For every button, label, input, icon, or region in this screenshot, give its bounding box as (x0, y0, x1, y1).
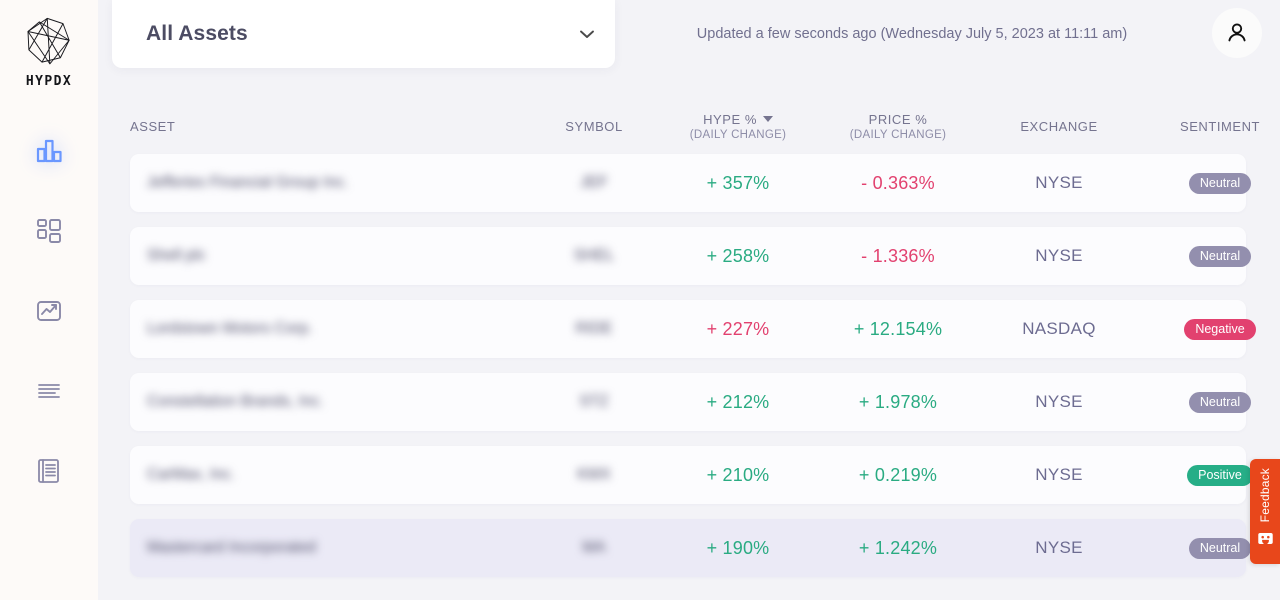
sidebar-item-widgets[interactable] (21, 203, 77, 259)
row-symbol: STZ (579, 393, 609, 410)
last-updated-text: Updated a few seconds ago (Wednesday Jul… (696, 26, 1128, 42)
column-header-hype[interactable]: HYPE % (DAILY CHANGE) (689, 111, 787, 141)
document-text-icon (38, 459, 59, 483)
brand-logo[interactable]: HYPDX (21, 14, 77, 89)
row-hype-pct: + 227% (706, 318, 770, 339)
table-row[interactable]: CarMax, Inc. KMX + 210% + 0.219% NYSE Positiv… (130, 446, 1253, 504)
row-symbol: SHEL (573, 247, 615, 264)
row-exchange: NYSE (1035, 173, 1083, 192)
row-symbol: KMX (577, 466, 611, 483)
column-header-symbol: SYMBOL (565, 118, 623, 134)
column-header-price[interactable]: PRICE % (DAILY CHANGE) (849, 111, 947, 141)
feedback-label: Feedback (1258, 468, 1272, 523)
avatar[interactable] (1212, 8, 1262, 58)
sidebar-item-dashboard[interactable] (21, 123, 77, 179)
table-column-headers: ASSET SYMBOL HYPE % (DAILY CHANGE) PRICE… (98, 98, 1280, 154)
row-sentiment: Neutral (1140, 172, 1280, 195)
row-exchange: NYSE (1035, 246, 1083, 265)
brand-wordmark: HYPDX (25, 74, 73, 89)
row-sentiment: Neutral (1140, 537, 1280, 560)
chevron-down-icon (580, 30, 594, 38)
assets-table: ASSET SYMBOL HYPE % (DAILY CHANGE) PRICE… (98, 98, 1280, 600)
status-badge: Neutral (1188, 172, 1252, 195)
row-hype-pct: + 258% (706, 245, 770, 266)
polygon-network-logo-icon (27, 17, 70, 65)
topbar: All Assets Updated a few seconds ago (We… (98, 0, 1280, 98)
sidebar-nav (0, 123, 98, 523)
status-badge: Neutral (1188, 391, 1252, 414)
row-symbol: RIDE (575, 320, 613, 337)
row-price-pct: - 0.363% (861, 172, 935, 193)
user-person-icon (1228, 23, 1246, 42)
row-price-pct: - 1.336% (861, 245, 935, 266)
row-sentiment: Neutral (1140, 391, 1280, 414)
row-exchange: NASDAQ (1022, 319, 1096, 338)
row-hype-pct: + 190% (706, 537, 770, 558)
row-symbol: MA (582, 539, 606, 556)
feedback-tab[interactable]: Feedback (1250, 459, 1280, 564)
bar-chart-icon (36, 139, 62, 163)
asset-filter-label: All Assets (146, 22, 248, 45)
row-price-pct: + 12.154% (853, 318, 943, 339)
column-header-exchange[interactable]: EXCHANGE (1020, 118, 1098, 134)
table-row[interactable]: Lordstown Motors Corp. RIDE + 227% + 12.154… (130, 300, 1256, 358)
table-row[interactable]: Mastercard Incorporated MA + 190% + 1.242% N… (130, 519, 1252, 577)
sidebar: HYPDX (0, 0, 98, 600)
row-hype-pct: + 210% (706, 464, 770, 485)
row-sentiment: Positive (1140, 464, 1280, 487)
row-exchange: NYSE (1035, 538, 1083, 557)
grid-layout-icon (37, 219, 61, 243)
column-header-asset: ASSET (130, 118, 176, 134)
row-hype-pct: + 357% (706, 172, 770, 193)
sidebar-item-trends[interactable] (21, 283, 77, 339)
row-sentiment: Neutral (1140, 245, 1280, 268)
column-header-sentiment[interactable]: SENTIMENT (1179, 118, 1261, 134)
row-hype-pct: + 212% (706, 391, 770, 412)
table-row[interactable]: Jefferies Financial Group Inc. JEF + 357% -… (130, 154, 1252, 212)
row-sentiment: Negative (1140, 318, 1280, 341)
row-asset-name: Lordstown Motors Corp. (147, 320, 313, 337)
asset-filter-dropdown[interactable]: All Assets (112, 0, 615, 68)
row-asset-name: Jefferies Financial Group Inc. (147, 174, 349, 191)
row-asset-name: CarMax, Inc. (147, 466, 235, 483)
row-price-pct: + 1.242% (858, 537, 938, 558)
row-symbol: JEF (580, 174, 608, 191)
row-price-pct: + 1.978% (858, 391, 938, 412)
sort-by-hype[interactable]: HYPE % (703, 112, 773, 127)
row-asset-name: Shell plc (147, 247, 206, 264)
sidebar-item-lists[interactable] (21, 363, 77, 419)
line-chart-image-icon (37, 301, 61, 321)
status-badge: Negative (1184, 318, 1256, 341)
text-lines-icon (38, 384, 60, 398)
sidebar-item-reports[interactable] (21, 443, 77, 499)
row-price-pct: + 0.219% (858, 464, 938, 485)
status-badge: Neutral (1188, 537, 1252, 560)
status-badge: Neutral (1188, 245, 1252, 268)
row-asset-name: Constellation Brands, Inc. (147, 393, 324, 410)
row-asset-name: Mastercard Incorporated (147, 539, 316, 556)
smiley-face-icon (1257, 533, 1273, 545)
sort-descending-caret-icon (762, 116, 773, 122)
row-exchange: NYSE (1035, 465, 1083, 484)
row-exchange: NYSE (1035, 392, 1083, 411)
table-row[interactable]: Shell plc SHEL + 258% - 1.336% NYSE Neutral (130, 227, 1252, 285)
table-body: Jefferies Financial Group Inc. JEF + 357% -… (98, 154, 1280, 577)
table-row[interactable]: Constellation Brands, Inc. STZ + 212% + 1.9… (130, 373, 1252, 431)
status-badge: Positive (1187, 464, 1253, 487)
